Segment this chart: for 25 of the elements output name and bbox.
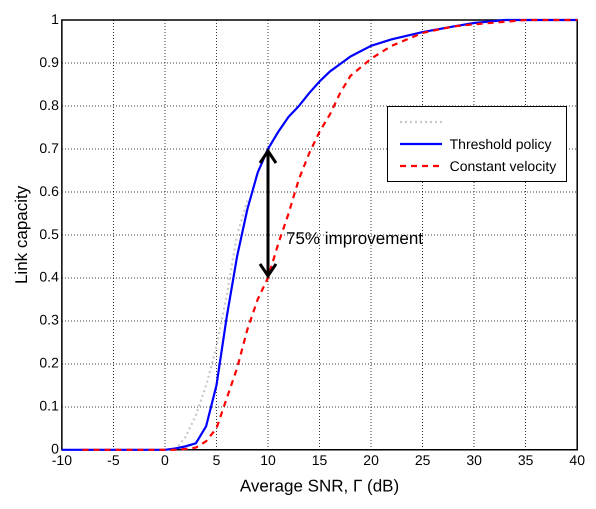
legend-label: Constant velocity [450, 156, 556, 176]
y-tick-label: 0.6 [39, 182, 60, 199]
y-tick-label: 0.5 [39, 226, 60, 242]
y-tick-label: 0.1 [39, 398, 60, 414]
y-axis-title: Link capacity [12, 185, 31, 284]
y-tick-label: 0.2 [39, 354, 60, 371]
x-tick-label: 5 [212, 452, 221, 468]
x-tick-label: -5 [107, 452, 120, 468]
y-tick-label: 0.3 [39, 312, 60, 328]
y-tick-label: 0.8 [39, 96, 60, 113]
x-tick-label: 10 [260, 452, 276, 468]
x-tick-label: 25 [414, 452, 431, 468]
y-tick-label: 0.9 [39, 54, 60, 70]
x-tick-label: 30 [466, 452, 482, 468]
x-tick-label: 40 [569, 452, 586, 468]
x-tick-label: 0 [161, 452, 170, 468]
x-axis-title: Average SNR, Γ (dB) [240, 476, 400, 496]
y-tick-label: 0.4 [39, 268, 60, 285]
x-tick-label: 35 [518, 452, 534, 468]
y-tick-label: 1 [51, 10, 60, 27]
legend-label: Threshold policy [450, 134, 552, 154]
x-tick-label: 15 [312, 452, 328, 468]
y-tick-label: 0.7 [39, 140, 60, 156]
annotation: 75% improvement [286, 228, 424, 248]
x-tick-label: 20 [363, 452, 380, 468]
